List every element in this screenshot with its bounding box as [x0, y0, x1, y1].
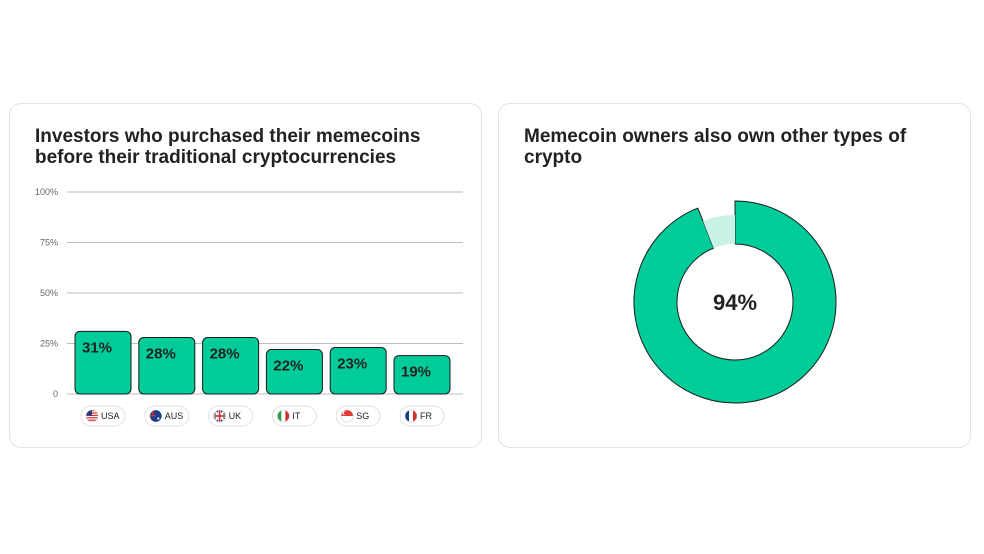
- bar: [202, 336, 260, 395]
- bar-chart: 0 25% 50% 75% 100% 31% USA 28% AUS 28% UK 22% IT 23% S…: [35, 187, 463, 427]
- bar: [265, 349, 323, 395]
- flag-outline: [85, 409, 99, 423]
- bar-value-label: 28%: [210, 345, 240, 362]
- bar: [393, 355, 451, 395]
- flag-outline: [213, 409, 226, 423]
- bar-value-label: 23%: [337, 356, 367, 373]
- flag-outline: [149, 409, 163, 423]
- bar-chart-title: Investors who purchased their memecoins …: [35, 126, 421, 168]
- uk-flag-icon: [213, 410, 226, 422]
- sg-flag-icon: [341, 410, 354, 422]
- bar-value-label: 28%: [146, 345, 176, 362]
- bar-value-label: 31%: [82, 339, 112, 356]
- donut-chart-title: Memecoin owners also own other types of …: [524, 126, 907, 168]
- y-tick-label: 25%: [40, 339, 58, 349]
- donut-slice-rest: [702, 215, 735, 249]
- donut-center-label: 94%: [713, 290, 757, 315]
- donut-chart: 94%: [633, 200, 837, 404]
- flag-outline: [277, 409, 290, 423]
- bar: [74, 330, 132, 395]
- category-label: USA: [101, 411, 120, 421]
- bar: [138, 336, 196, 395]
- bar-chart-card: Investors who purchased their memecoins …: [9, 103, 482, 448]
- flag-outline: [340, 409, 354, 423]
- y-tick-label: 100%: [35, 187, 58, 197]
- bar-value-label: 22%: [273, 358, 303, 375]
- au-flag-icon: [149, 410, 162, 422]
- category-label: SG: [356, 411, 369, 421]
- donut-chart-card: Memecoin owners also own other types of …: [498, 103, 971, 448]
- us-flag-icon: [86, 410, 98, 422]
- y-tick-label: 0: [53, 389, 58, 399]
- category-label: AUS: [165, 411, 184, 421]
- bar-value-label: 19%: [401, 364, 431, 381]
- y-tick-label: 50%: [40, 288, 58, 298]
- flag-outline: [404, 409, 418, 423]
- category-label: UK: [229, 411, 242, 421]
- donut-slice-main: [633, 200, 837, 404]
- category-label: FR: [420, 411, 432, 421]
- category-label: IT: [292, 411, 301, 421]
- it-flag-icon: [277, 410, 290, 422]
- y-tick-label: 75%: [40, 238, 58, 248]
- bar: [329, 347, 387, 395]
- fr-flag-icon: [405, 410, 417, 422]
